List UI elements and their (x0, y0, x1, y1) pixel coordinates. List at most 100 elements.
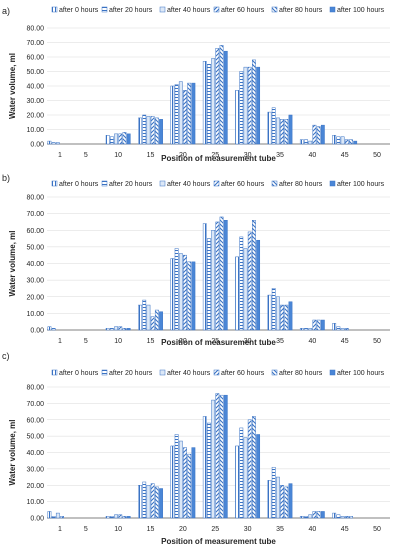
panel-c: c) after 0 hours after 20 hours after 40 h… (2, 351, 390, 546)
bar (271, 288, 276, 331)
panel-label-b: b) (2, 173, 10, 183)
bar (340, 516, 345, 519)
bar (215, 393, 220, 519)
bar (207, 64, 211, 145)
bar (275, 117, 280, 145)
bar (320, 124, 325, 145)
bar (150, 316, 155, 331)
legend-label: after 40 hours (167, 7, 211, 14)
x-axis-label: Position of measurement tube (161, 338, 276, 347)
legend-swatch (51, 369, 58, 376)
bar (118, 326, 123, 331)
y-tick-label: 30.00 (26, 278, 44, 285)
bar (47, 511, 52, 519)
legend-label: after 100 hours (337, 7, 385, 14)
bar (187, 453, 192, 519)
chart-a: 0.00 10.00 20.00 30.00 40.00 50.00 60.00 70.00 8… (8, 26, 390, 163)
bar (114, 514, 118, 519)
bar (332, 323, 337, 331)
bar (55, 512, 60, 519)
bar (267, 480, 272, 519)
legend-label: after 40 hours (167, 181, 211, 188)
bar (344, 328, 349, 331)
y-tick-label: 70.00 (26, 401, 44, 408)
legend-label: after 80 hours (279, 181, 323, 188)
x-axis-label: Position of measurement tube (161, 537, 276, 546)
bar (284, 486, 289, 519)
y-axis-label: Water volume, ml (8, 53, 17, 119)
bar (114, 133, 118, 145)
bar (187, 82, 192, 145)
x-tick-label: 1 (58, 338, 62, 345)
y-tick-label: 60.00 (26, 417, 44, 424)
bar (336, 514, 341, 519)
bar (219, 394, 224, 519)
x-tick-label: 45 (341, 338, 349, 345)
bar (332, 512, 337, 519)
x-tick-label: 25 (211, 152, 219, 159)
y-tick-label: 0.00 (30, 516, 44, 523)
legend-swatch (51, 180, 58, 187)
x-tick-label: 15 (147, 152, 155, 159)
y-tick-label: 40.00 (26, 450, 44, 457)
legend-label: after 0 hours (59, 370, 99, 377)
panel-a: a) after 0 hours after 20 hours after 40 h… (2, 6, 390, 163)
x-tick-label: 25 (211, 526, 219, 533)
bar (191, 82, 196, 145)
legend-b: after 0 hours after 20 hours after 40 hour… (51, 180, 385, 188)
legend-swatch (271, 369, 278, 376)
bar (320, 319, 325, 331)
y-tick-label: 10.00 (26, 311, 44, 318)
bar (299, 516, 304, 519)
bar (105, 516, 110, 519)
bar (280, 304, 284, 331)
bar (207, 238, 211, 331)
bar (271, 107, 276, 145)
panel-label-c: c) (2, 351, 10, 361)
legend-swatch (159, 180, 166, 187)
bar (170, 258, 175, 331)
bar (223, 50, 228, 145)
bar (353, 140, 358, 145)
legend-swatch (271, 180, 278, 187)
y-tick-label: 20.00 (26, 294, 44, 301)
bar (146, 116, 151, 145)
bar (211, 399, 216, 519)
bar (243, 66, 248, 145)
bar (316, 511, 321, 519)
bar (256, 239, 261, 331)
bar (142, 114, 147, 145)
y-tick-label: 80.00 (26, 195, 44, 202)
legend-label: after 60 hours (221, 7, 265, 14)
bar (138, 485, 142, 519)
x-tick-label: 50 (373, 152, 381, 159)
x-tick-label: 50 (373, 526, 381, 533)
bar (178, 253, 183, 331)
bar (304, 516, 308, 519)
bar (207, 422, 211, 519)
bar (280, 119, 284, 145)
bar (47, 140, 52, 145)
bar (349, 139, 353, 145)
x-tick-label: 45 (341, 152, 349, 159)
bar (202, 61, 207, 145)
y-tick-label: 40.00 (26, 261, 44, 268)
bar (174, 434, 179, 519)
y-tick-label: 20.00 (26, 483, 44, 490)
bar (275, 476, 280, 519)
bar (146, 485, 151, 519)
y-axis-label: Water volume, ml (8, 231, 17, 297)
legend-swatch (329, 6, 336, 13)
bar (239, 427, 244, 519)
bar (138, 304, 142, 331)
x-tick-label: 15 (147, 338, 155, 345)
x-tick-label: 15 (147, 526, 155, 533)
bar (267, 111, 272, 145)
bar (252, 416, 256, 519)
y-tick-label: 0.00 (30, 142, 44, 149)
legend-label: after 100 hours (337, 370, 385, 377)
bar (47, 326, 52, 331)
chart-b: 0.00 10.00 20.00 30.00 40.00 50.00 60.00 70.00 8… (8, 195, 390, 347)
bar (215, 48, 220, 145)
legend-swatch (329, 180, 336, 187)
